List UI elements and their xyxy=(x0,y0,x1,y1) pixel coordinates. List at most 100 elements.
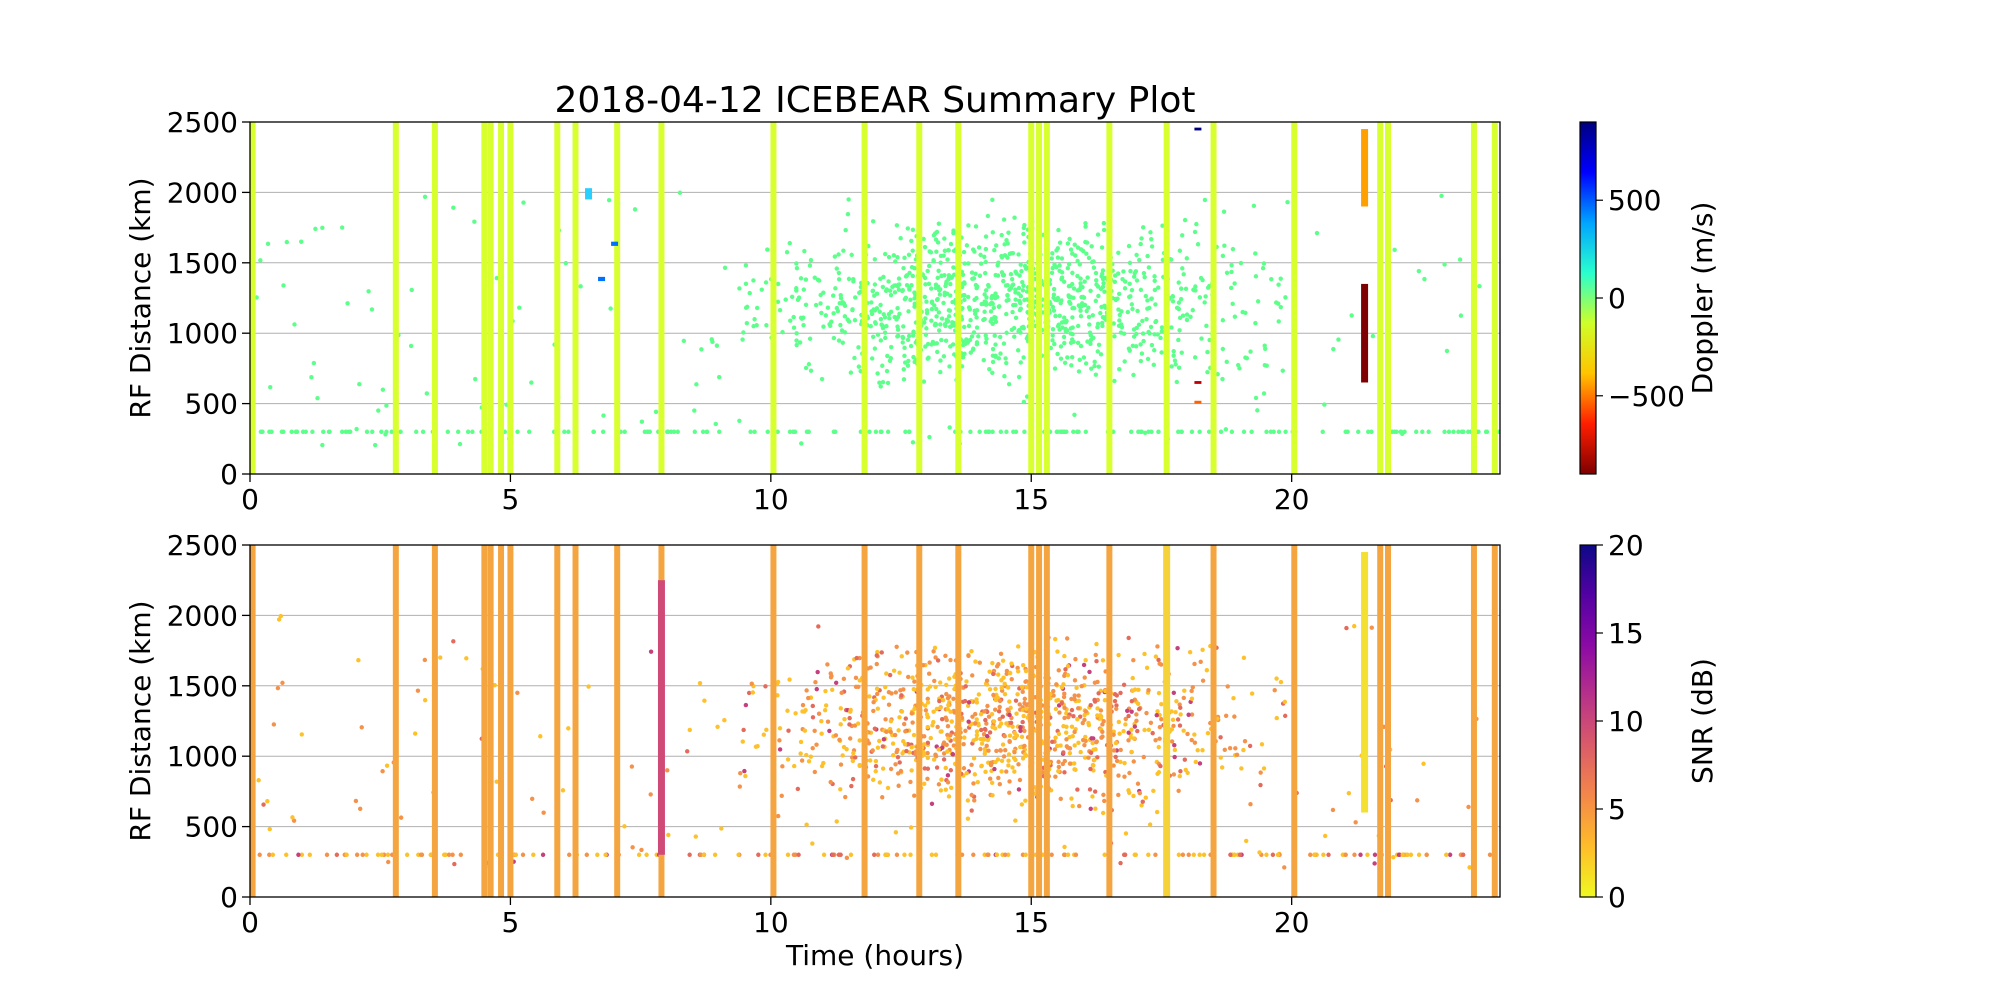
data-point xyxy=(687,727,692,733)
data-point xyxy=(1188,314,1193,320)
data-point xyxy=(823,313,829,318)
data-point xyxy=(987,429,992,434)
data-point xyxy=(981,358,986,363)
data-point xyxy=(936,221,942,226)
data-point xyxy=(1083,734,1088,740)
data-point xyxy=(1159,350,1164,355)
data-point xyxy=(1078,308,1083,313)
data-point xyxy=(982,751,987,756)
data-point xyxy=(776,281,781,287)
data-point xyxy=(976,334,981,339)
data-point xyxy=(1118,690,1123,696)
data-point xyxy=(737,286,742,291)
data-point xyxy=(709,337,714,342)
data-point xyxy=(943,338,949,343)
data-point xyxy=(1330,807,1336,813)
data-point xyxy=(1130,343,1136,348)
data-point xyxy=(1023,752,1028,757)
data-point xyxy=(1169,709,1174,714)
data-point xyxy=(1278,276,1283,281)
data-point xyxy=(1127,790,1132,796)
data-point xyxy=(1095,755,1100,760)
data-point xyxy=(803,707,808,713)
data-point xyxy=(1074,429,1080,434)
data-point xyxy=(948,281,953,287)
data-point xyxy=(851,750,856,756)
data-point xyxy=(1113,754,1118,760)
stripe xyxy=(916,122,923,474)
data-point xyxy=(906,358,911,364)
data-point xyxy=(1127,260,1133,266)
data-point xyxy=(965,294,971,300)
data-point xyxy=(981,732,987,737)
data-point xyxy=(1272,687,1277,693)
data-point xyxy=(1358,852,1363,857)
data-point xyxy=(632,207,638,212)
data-point xyxy=(1180,852,1186,857)
stripe xyxy=(614,545,621,897)
data-point xyxy=(1264,852,1269,857)
data-point xyxy=(441,852,447,857)
data-point xyxy=(1159,701,1164,707)
data-point xyxy=(948,709,953,714)
data-point xyxy=(912,793,917,798)
data-point xyxy=(1016,285,1022,291)
data-point xyxy=(567,852,572,857)
data-point xyxy=(995,672,1001,677)
data-point xyxy=(737,418,742,424)
data-point xyxy=(982,270,988,276)
data-point xyxy=(1366,429,1371,434)
data-point xyxy=(1096,293,1101,299)
data-point xyxy=(1157,724,1163,730)
data-point xyxy=(839,690,844,696)
data-point xyxy=(741,727,746,733)
data-point xyxy=(1243,310,1248,316)
data-point xyxy=(938,788,944,793)
data-point xyxy=(978,736,984,742)
data-point xyxy=(1137,257,1142,263)
data-point xyxy=(974,340,980,345)
data-point xyxy=(1372,852,1378,857)
data-point xyxy=(1021,326,1026,331)
data-point xyxy=(833,680,839,685)
data-point xyxy=(786,728,791,733)
highlight-segment xyxy=(1361,283,1369,383)
data-point xyxy=(1000,742,1006,747)
data-point xyxy=(979,764,984,769)
data-point xyxy=(1157,661,1162,666)
data-point xyxy=(1158,335,1163,341)
data-point xyxy=(1083,239,1088,245)
data-point xyxy=(871,708,876,714)
data-point xyxy=(1127,281,1132,287)
data-point xyxy=(278,613,283,619)
data-point xyxy=(1224,359,1229,365)
data-point xyxy=(457,441,463,447)
data-point xyxy=(764,727,769,733)
scatter-points xyxy=(250,190,1500,448)
data-point xyxy=(1016,787,1022,792)
data-point xyxy=(1320,429,1325,434)
data-point xyxy=(1101,227,1107,233)
data-point xyxy=(931,757,937,762)
data-point xyxy=(584,852,589,857)
data-point xyxy=(1144,710,1149,716)
data-point xyxy=(1259,742,1265,747)
data-point xyxy=(494,779,499,784)
data-point xyxy=(870,219,876,224)
data-point xyxy=(987,366,992,372)
data-point xyxy=(1116,652,1121,658)
data-point xyxy=(800,702,806,708)
data-point xyxy=(1120,276,1125,282)
data-point xyxy=(1420,429,1425,434)
stripe xyxy=(507,122,514,474)
data-point xyxy=(794,261,799,266)
data-point xyxy=(271,722,277,727)
data-point xyxy=(1078,343,1084,349)
data-point xyxy=(1093,270,1099,276)
data-point xyxy=(1057,313,1062,318)
data-point xyxy=(531,852,536,857)
data-point xyxy=(983,340,989,345)
data-point xyxy=(901,377,907,382)
data-point xyxy=(938,322,943,327)
data-point xyxy=(904,748,909,754)
